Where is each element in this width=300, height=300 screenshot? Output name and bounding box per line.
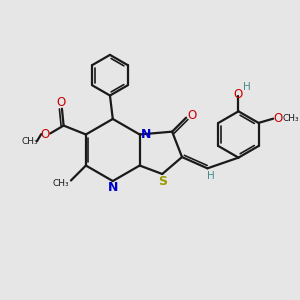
Text: CH₃: CH₃ — [53, 179, 69, 188]
Text: O: O — [274, 112, 283, 125]
Text: O: O — [234, 88, 243, 101]
Text: O: O — [188, 109, 197, 122]
Text: H: H — [243, 82, 251, 92]
Text: N: N — [141, 128, 151, 141]
Text: S: S — [158, 175, 167, 188]
Text: O: O — [40, 128, 49, 141]
Text: CH₃: CH₃ — [282, 114, 299, 123]
Text: O: O — [57, 96, 66, 109]
Text: H: H — [207, 171, 215, 181]
Text: N: N — [108, 181, 118, 194]
Text: CH₃: CH₃ — [22, 137, 38, 146]
